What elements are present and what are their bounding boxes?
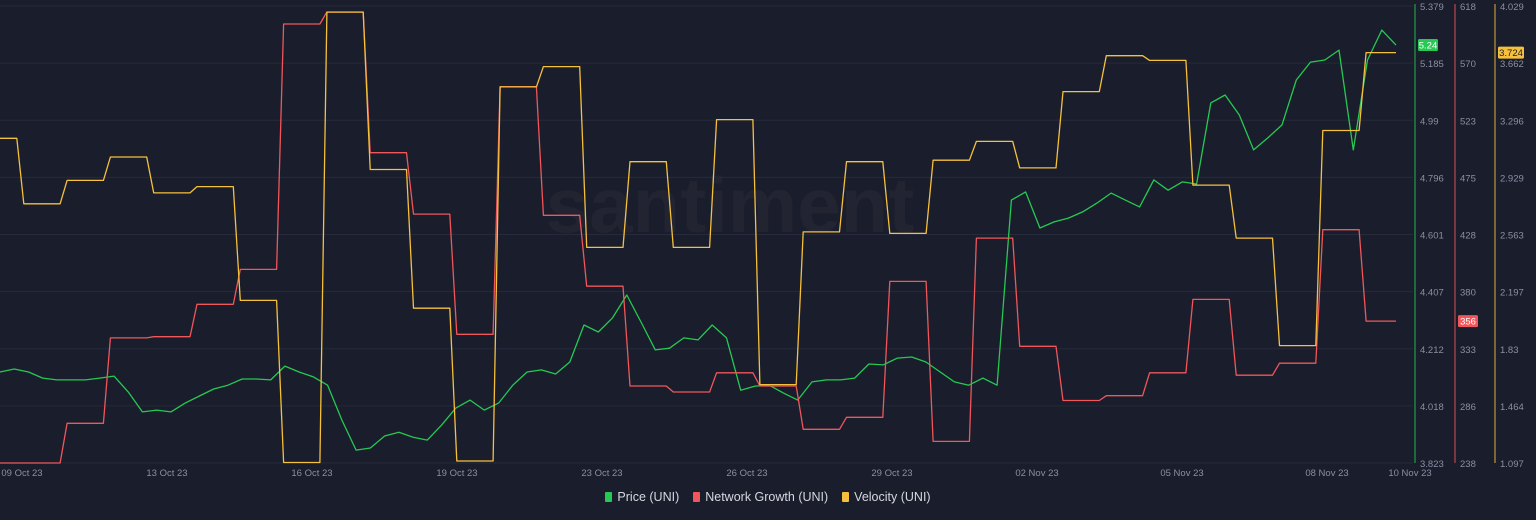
watermark: santiment bbox=[546, 161, 914, 249]
y-tick-label: 333 bbox=[1460, 345, 1476, 356]
last-value-badge bbox=[1498, 46, 1524, 59]
legend-item-network-growth[interactable]: Network Growth (UNI) bbox=[693, 490, 828, 504]
x-tick-label: 19 Oct 23 bbox=[436, 468, 477, 479]
y-tick-label: 380 bbox=[1460, 288, 1476, 299]
x-tick-label: 05 Nov 23 bbox=[1160, 468, 1203, 479]
y-tick-label: 4.029 bbox=[1500, 2, 1524, 13]
chart: santiment 5.379 5.185 4.99 4.796 4.601 4.407 4… bbox=[0, 2, 1524, 479]
price-swatch bbox=[605, 492, 613, 502]
series-line-2 bbox=[0, 11, 1396, 464]
y-tick-label: 2.197 bbox=[1500, 288, 1524, 299]
y-tick-label: 4.796 bbox=[1420, 173, 1444, 184]
y-tick-label: 3.823 bbox=[1420, 459, 1444, 470]
x-tick-label: 26 Oct 23 bbox=[726, 468, 767, 479]
velocity-swatch bbox=[842, 492, 850, 502]
y-tick-label: 4.99 bbox=[1420, 116, 1439, 127]
legend-item-price[interactable]: Price (UNI) bbox=[605, 490, 679, 504]
x-tick-label: 08 Nov 23 bbox=[1305, 468, 1348, 479]
y-tick-label: 5.379 bbox=[1420, 2, 1444, 13]
x-tick-label: 09 Oct 23 bbox=[1, 468, 42, 479]
x-tick-label: 13 Oct 23 bbox=[146, 468, 187, 479]
x-axis: 09 Oct 23 13 Oct 23 16 Oct 23 19 Oct 23 23 O… bbox=[1, 468, 1431, 479]
legend-label: Velocity (UNI) bbox=[854, 490, 931, 504]
legend-item-velocity[interactable]: Velocity (UNI) bbox=[842, 490, 931, 504]
y-tick-label: 4.407 bbox=[1420, 288, 1444, 299]
y-tick-label: 4.212 bbox=[1420, 345, 1444, 356]
last-value-badge bbox=[1458, 315, 1478, 328]
last-value-label: 3.724 bbox=[1499, 48, 1523, 59]
y-tick-label: 238 bbox=[1460, 459, 1476, 470]
network-growth-swatch bbox=[693, 492, 701, 502]
series-line-0 bbox=[0, 29, 1397, 451]
y-tick-label: 2.563 bbox=[1500, 231, 1524, 242]
legend-label: Price (UNI) bbox=[617, 490, 680, 504]
x-tick-label: 23 Oct 23 bbox=[581, 468, 622, 479]
x-tick-label: 02 Nov 23 bbox=[1015, 468, 1058, 479]
x-tick-label: 29 Oct 23 bbox=[871, 468, 912, 479]
y-tick-label: 570 bbox=[1460, 59, 1476, 70]
y-tick-label: 286 bbox=[1460, 402, 1476, 413]
y-axes: 5.379 5.185 4.99 4.796 4.601 4.407 4.212 4.018 3… bbox=[1414, 2, 1524, 470]
y-tick-label: 3.296 bbox=[1500, 116, 1524, 127]
y-tick-label: 1.464 bbox=[1500, 402, 1524, 413]
last-value-label: 356 bbox=[1460, 317, 1476, 328]
x-tick-label: 16 Oct 23 bbox=[291, 468, 332, 479]
y-tick-label: 4.601 bbox=[1420, 231, 1444, 242]
series-line-1 bbox=[0, 11, 1396, 464]
last-value-label: 5.24 bbox=[1419, 41, 1438, 52]
y-tick-label: 428 bbox=[1460, 231, 1476, 242]
y-tick-label: 3.662 bbox=[1500, 59, 1524, 70]
y-tick-label: 523 bbox=[1460, 116, 1476, 127]
y-tick-label: 1.83 bbox=[1500, 345, 1519, 356]
series-lines bbox=[0, 11, 1397, 464]
y-tick-label: 475 bbox=[1460, 173, 1476, 184]
gridlines bbox=[0, 5, 1413, 464]
y-tick-label: 2.929 bbox=[1500, 173, 1524, 184]
last-value-badge bbox=[1418, 39, 1438, 52]
y-tick-label: 4.018 bbox=[1420, 402, 1444, 413]
y-tick-label: 618 bbox=[1460, 2, 1476, 13]
y-tick-label: 1.097 bbox=[1500, 459, 1524, 470]
x-tick-label: 10 Nov 23 bbox=[1388, 468, 1431, 479]
y-tick-label: 5.185 bbox=[1420, 59, 1444, 70]
legend-label: Network Growth (UNI) bbox=[705, 490, 829, 504]
legend: Price (UNI) Network Growth (UNI) Velocit… bbox=[0, 490, 1536, 504]
